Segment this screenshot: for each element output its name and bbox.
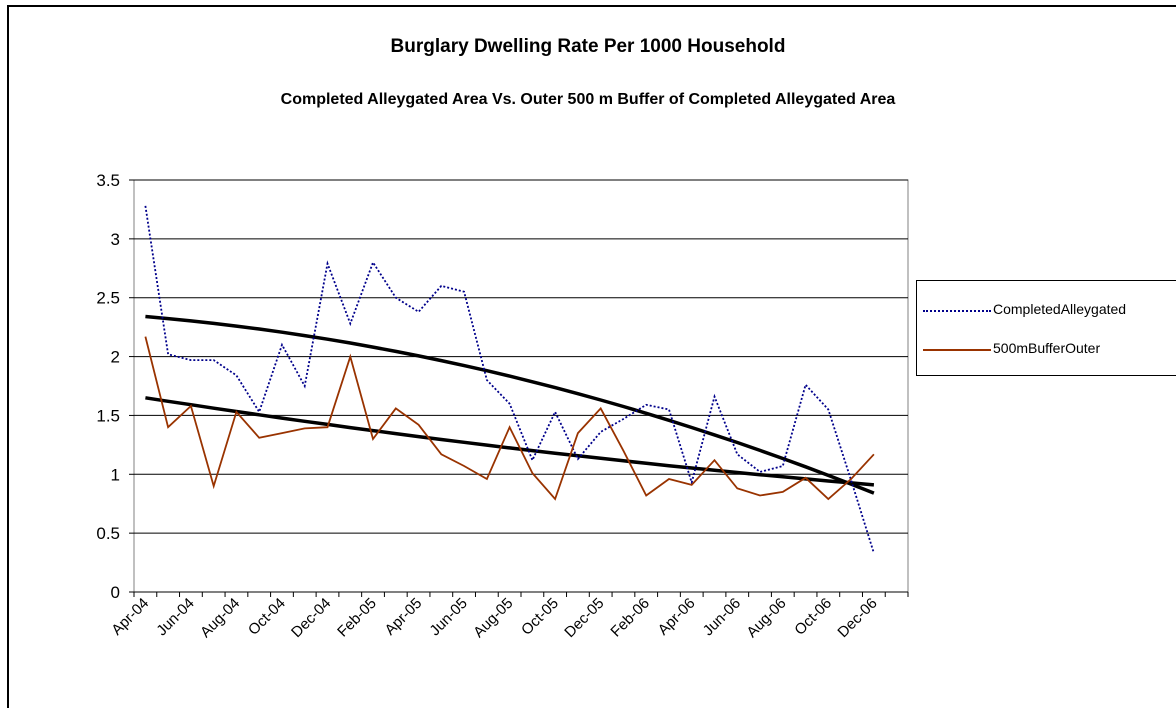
y-tick-label: 0 bbox=[111, 583, 120, 602]
y-tick-label: 2 bbox=[111, 348, 120, 367]
y-tick-label: 1 bbox=[111, 465, 120, 484]
x-tick-label: Oct-05 bbox=[518, 595, 562, 639]
y-tick-label: 2.5 bbox=[96, 289, 120, 308]
x-tick-label: Jun-06 bbox=[700, 595, 744, 639]
trendline-2 bbox=[145, 396, 875, 487]
legend-label-completed: CompletedAlleygated bbox=[993, 301, 1127, 317]
legend: CompletedAlleygated 500mBufferOuter bbox=[916, 280, 1176, 376]
series-line-1 bbox=[144, 205, 875, 554]
x-tick-label: Aug-05 bbox=[470, 595, 516, 641]
x-tick-label: Apr-05 bbox=[382, 595, 426, 639]
x-tick-label: Oct-06 bbox=[791, 595, 835, 639]
y-tick-label: 0.5 bbox=[96, 524, 120, 543]
y-tick-label: 3.5 bbox=[96, 171, 120, 190]
x-tick-label: Aug-04 bbox=[197, 595, 243, 641]
trendline-1 bbox=[145, 314, 875, 495]
series-line-2 bbox=[144, 336, 875, 501]
x-tick-label: Dec-04 bbox=[288, 595, 334, 641]
x-tick-label: Jun-04 bbox=[153, 595, 197, 639]
legend-label-buffer: 500mBufferOuter bbox=[993, 340, 1101, 356]
x-tick-label: Feb-06 bbox=[607, 595, 653, 641]
x-tick-label: Dec-06 bbox=[834, 595, 880, 641]
y-tick-label: 1.5 bbox=[96, 406, 120, 425]
x-tick-label: Aug-06 bbox=[743, 595, 789, 641]
chart-title: Burglary Dwelling Rate Per 1000 Househol… bbox=[390, 36, 786, 57]
chart-subtitle: Completed Alleygated Area Vs. Outer 500 … bbox=[0, 86, 1176, 113]
legend-swatch-buffer bbox=[923, 349, 991, 351]
x-tick-label: Dec-05 bbox=[561, 595, 607, 641]
plot-area bbox=[133, 179, 909, 593]
x-tick-label: Apr-06 bbox=[655, 595, 699, 639]
legend-swatch-completed bbox=[923, 310, 991, 312]
x-tick-label: Jun-05 bbox=[426, 595, 470, 639]
chart-subtitle-text: Completed Alleygated Area Vs. Outer 500 … bbox=[280, 91, 896, 108]
x-tick-label: Feb-05 bbox=[334, 595, 380, 641]
y-tick-label: 3 bbox=[111, 230, 120, 249]
x-tick-label: Oct-04 bbox=[245, 595, 289, 639]
